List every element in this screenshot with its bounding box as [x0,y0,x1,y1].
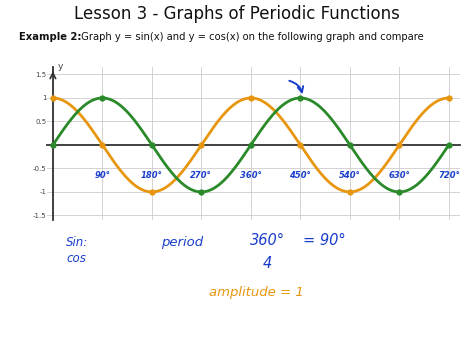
Text: 4: 4 [263,256,273,271]
Text: 720°: 720° [438,171,460,180]
Text: Example 2:: Example 2: [19,32,82,42]
Text: cos: cos [66,252,86,265]
Text: Graph y = sin(x) and y = cos(x) on the following graph and compare: Graph y = sin(x) and y = cos(x) on the f… [78,32,424,42]
Text: 630°: 630° [388,171,410,180]
Text: = 90°: = 90° [303,233,346,247]
Text: 360°: 360° [240,171,262,180]
Text: 270°: 270° [191,171,212,180]
Text: period: period [161,236,203,249]
Text: 450°: 450° [290,171,311,180]
Text: 90°: 90° [94,171,110,180]
Text: 540°: 540° [339,171,361,180]
Text: 360°: 360° [250,233,285,247]
Text: Lesson 3 - Graphs of Periodic Functions: Lesson 3 - Graphs of Periodic Functions [74,5,400,23]
Text: amplitude = 1: amplitude = 1 [209,286,303,299]
Text: 180°: 180° [141,171,163,180]
Text: y: y [57,62,63,71]
Text: Sin:: Sin: [66,236,89,249]
